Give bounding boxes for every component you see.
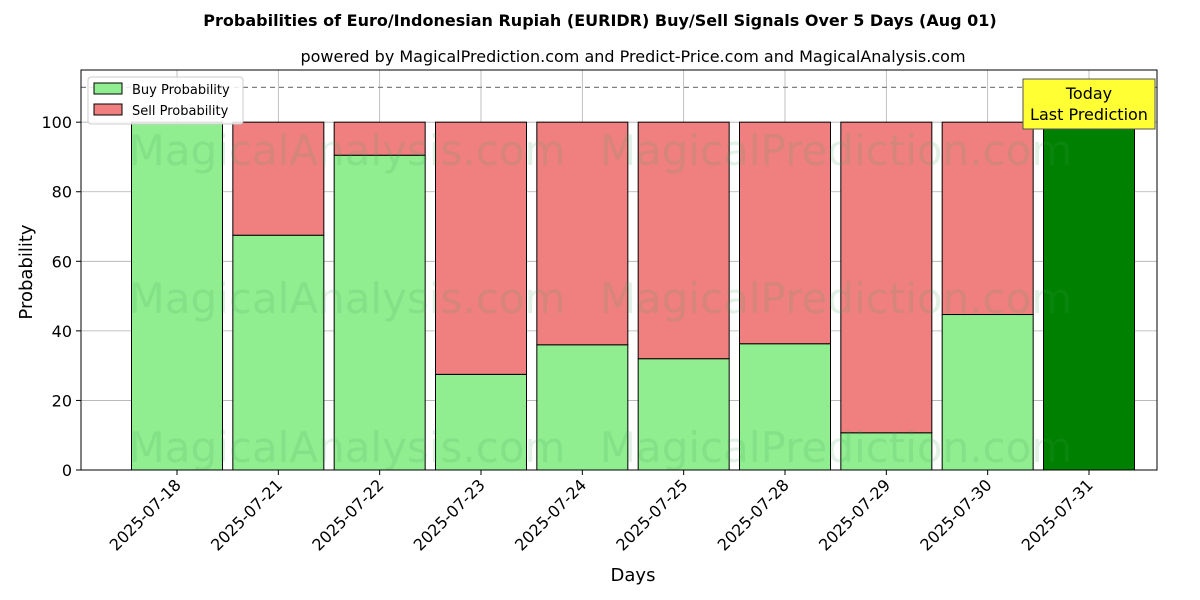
x-tick-label: 2025-07-24 xyxy=(511,475,590,554)
watermark-text: MagicalAnalysis.com xyxy=(129,126,566,175)
x-axis-label: Days xyxy=(611,565,656,586)
buy-bar xyxy=(739,343,831,471)
sell-bar xyxy=(739,121,831,345)
sell-bar xyxy=(333,121,426,156)
y-tick-label: 100 xyxy=(41,113,72,132)
sell-bar xyxy=(232,121,325,236)
y-tick-label: 60 xyxy=(52,252,72,271)
legend-swatch-sell xyxy=(93,103,123,116)
watermark-text: MagicalPrediction.com xyxy=(600,126,1073,175)
buy-bar xyxy=(941,314,1034,471)
y-axis-label: Probability xyxy=(16,224,37,319)
y-tick-label: 80 xyxy=(52,183,72,202)
bars xyxy=(131,121,1135,471)
watermark-text: MagicalAnalysis.com xyxy=(129,423,566,472)
annotation-line-2: Last Prediction xyxy=(1030,105,1148,124)
legend: Buy Probability Sell Probability xyxy=(87,76,244,125)
buy-bar xyxy=(637,358,730,471)
sell-bar xyxy=(637,121,730,360)
legend-label-sell: Sell Probability xyxy=(132,104,229,119)
x-tick-label: 2025-07-22 xyxy=(308,475,387,554)
watermark-text: MagicalAnalysis.com xyxy=(129,274,566,323)
legend-box xyxy=(87,76,244,125)
watermarks: MagicalAnalysis.com MagicalPrediction.com… xyxy=(129,126,1073,472)
buy-bar xyxy=(1043,121,1135,471)
legend-label-buy: Buy Probability xyxy=(132,83,230,98)
x-tick-label: 2025-07-29 xyxy=(815,475,894,554)
annotation-line-1: Today xyxy=(1065,84,1112,103)
y-tick-label: 0 xyxy=(62,461,72,480)
x-tick-label: 2025-07-21 xyxy=(207,475,286,554)
chart-title: Probabilities of Euro/Indonesian Rupiah … xyxy=(203,11,996,30)
buy-bar xyxy=(435,373,527,471)
sell-bar xyxy=(536,121,629,346)
x-tick-label: 2025-07-18 xyxy=(106,475,185,554)
x-axis: 2025-07-18 2025-07-21 2025-07-22 2025-07-23… xyxy=(106,470,1097,555)
sell-bar xyxy=(941,121,1034,316)
x-tick-label: 2025-07-25 xyxy=(612,475,691,554)
y-axis: 0 20 40 60 80 100 xyxy=(41,113,81,480)
watermark-text: MagicalPrediction.com xyxy=(600,274,1073,323)
watermark-text: MagicalPrediction.com xyxy=(600,423,1073,472)
annotation-box xyxy=(1022,78,1156,130)
legend-swatch-buy xyxy=(93,82,123,95)
buy-bar xyxy=(840,432,933,471)
sell-bar xyxy=(840,121,933,434)
y-tick-label: 40 xyxy=(52,322,72,341)
sell-bar xyxy=(435,121,527,375)
plot-frame xyxy=(80,69,1158,471)
buy-bar xyxy=(131,121,223,471)
x-tick-label: 2025-07-31 xyxy=(1018,475,1097,554)
buy-bar xyxy=(333,154,426,471)
x-tick-label: 2025-07-30 xyxy=(916,475,995,554)
x-tick-label: 2025-07-28 xyxy=(714,475,793,554)
chart-subtitle: powered by MagicalPrediction.com and Pre… xyxy=(300,47,965,66)
x-tick-label: 2025-07-23 xyxy=(410,475,489,554)
y-tick-label: 20 xyxy=(52,391,72,410)
today-annotation: Today Last Prediction xyxy=(1022,78,1156,130)
